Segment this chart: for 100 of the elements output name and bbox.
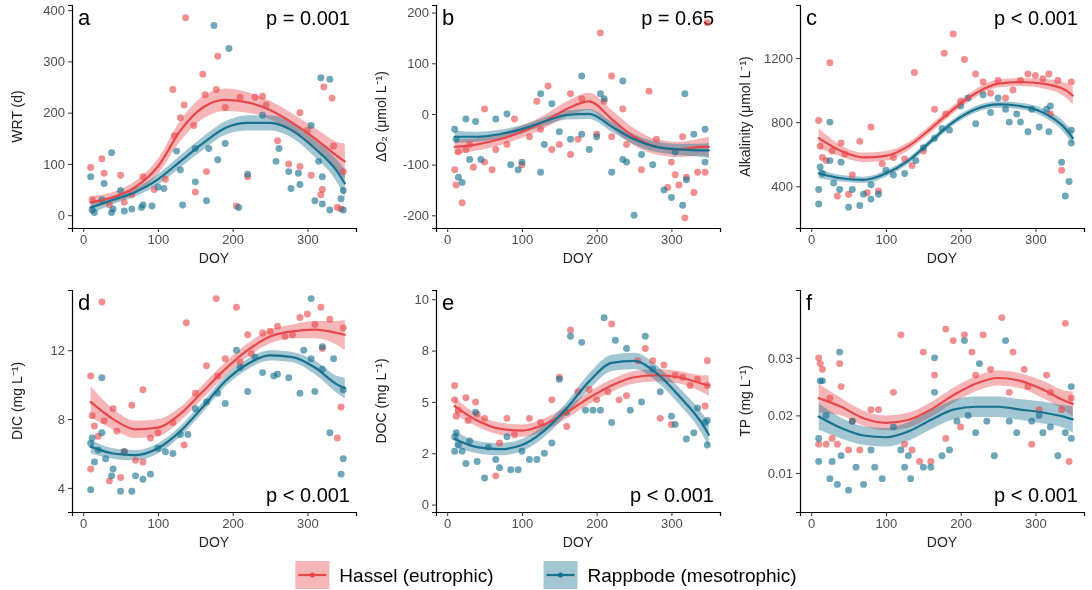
point — [816, 360, 824, 368]
point — [701, 402, 709, 410]
point — [251, 93, 259, 101]
point — [681, 214, 689, 222]
y-axis-title: ΔO₂ (μmol L⁻¹) — [373, 71, 389, 162]
point — [867, 446, 875, 454]
point — [867, 181, 875, 189]
point — [87, 486, 95, 494]
point — [889, 171, 897, 179]
point — [503, 110, 511, 118]
x-tick-label: 0 — [444, 516, 452, 532]
point — [90, 422, 98, 430]
y-tick-label: 8 — [421, 343, 429, 359]
point — [100, 169, 108, 177]
point — [339, 455, 347, 463]
point — [960, 331, 968, 339]
point — [180, 101, 188, 109]
point — [318, 186, 326, 194]
y-tick-label: 300 — [43, 54, 65, 70]
point — [1005, 417, 1013, 425]
point — [912, 157, 920, 165]
point — [259, 111, 267, 119]
point — [160, 185, 168, 192]
point — [451, 166, 459, 174]
point — [1045, 70, 1053, 78]
point — [507, 161, 515, 169]
y-tick-label: 0 — [421, 497, 429, 513]
point — [540, 449, 548, 457]
point — [330, 355, 338, 363]
point — [289, 331, 296, 339]
point — [949, 337, 957, 345]
point — [225, 45, 233, 53]
point — [108, 149, 116, 157]
point — [507, 466, 515, 474]
point — [578, 338, 586, 346]
point — [681, 90, 689, 98]
y-tick-label: 200 — [43, 105, 65, 121]
point — [845, 190, 853, 198]
point — [1043, 371, 1051, 379]
point — [212, 295, 220, 303]
point — [1058, 166, 1066, 174]
point — [1002, 94, 1009, 102]
point — [326, 429, 334, 437]
point — [87, 465, 95, 473]
point — [311, 320, 319, 328]
point — [972, 371, 980, 379]
point — [1046, 423, 1054, 431]
x-tick-label: 200 — [222, 516, 245, 532]
point — [856, 446, 864, 454]
point — [916, 457, 924, 465]
point — [910, 68, 918, 76]
x-tick-label: 100 — [511, 516, 534, 532]
point — [968, 348, 976, 356]
point — [525, 133, 533, 141]
point — [462, 460, 470, 467]
point — [867, 406, 875, 414]
annotation: p < 0.001 — [994, 484, 1078, 506]
point — [311, 197, 319, 205]
point — [815, 434, 823, 442]
point — [307, 295, 315, 303]
point — [466, 437, 474, 445]
chart-title: b — [442, 5, 455, 30]
point — [259, 329, 267, 337]
point — [454, 148, 462, 156]
point — [949, 30, 957, 38]
point — [339, 168, 347, 176]
point — [837, 383, 845, 391]
point — [703, 357, 711, 365]
point — [1009, 86, 1017, 94]
point — [488, 166, 496, 174]
point — [608, 320, 616, 328]
point — [600, 314, 608, 322]
point — [496, 439, 503, 447]
point — [867, 195, 875, 203]
point — [98, 155, 106, 163]
y-tick-label: 5 — [421, 394, 429, 410]
point — [472, 398, 480, 406]
point — [1058, 158, 1066, 166]
point — [205, 145, 213, 153]
point — [540, 140, 548, 148]
chart-title: f — [806, 290, 813, 315]
point — [139, 475, 147, 483]
point — [815, 354, 823, 362]
point — [946, 126, 953, 134]
point — [117, 474, 125, 482]
point — [815, 457, 823, 465]
point — [191, 178, 199, 186]
x-tick-label: 300 — [297, 232, 319, 248]
point — [548, 439, 556, 447]
point — [828, 434, 836, 442]
y-tick-label: -200 — [402, 207, 429, 223]
point — [897, 331, 905, 339]
point — [300, 346, 308, 354]
point — [128, 205, 136, 213]
point — [1028, 440, 1036, 448]
point — [837, 139, 845, 147]
point — [1065, 457, 1073, 465]
point — [836, 360, 844, 368]
point — [701, 158, 709, 166]
point — [983, 417, 991, 425]
